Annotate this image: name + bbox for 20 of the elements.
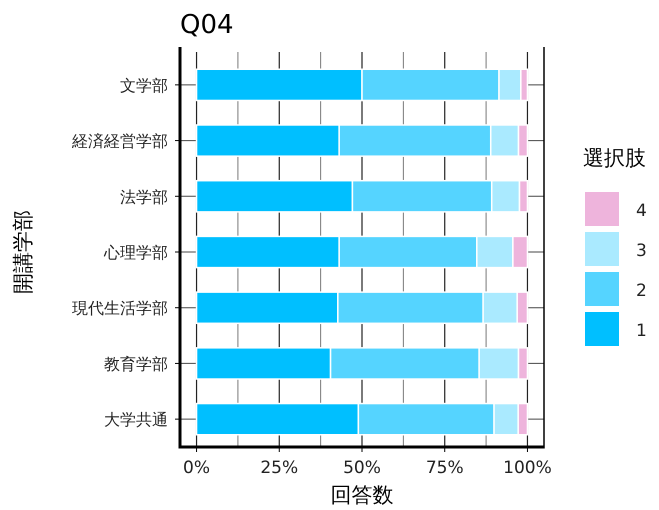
x-tick-label: 0% [183,458,210,478]
x-tick-label: 50% [343,458,381,478]
y-tick-label: 教育学部 [104,354,168,374]
legend-label: 3 [636,241,647,261]
legend-label: 4 [636,201,647,221]
x-tick-label: 75% [426,458,464,478]
chart-title: Q04 [180,10,234,40]
y-tick-label: 心理学部 [103,243,168,262]
legend-title: 選択肢 [583,146,646,170]
legend-label: 1 [636,321,647,341]
legend-label: 2 [636,281,647,301]
y-tick-label: 大学共通 [104,410,168,430]
x-tick-label: 100% [503,458,552,478]
y-tick-label: 経済経営学部 [71,132,168,151]
y-tick-label: 法学部 [120,187,168,206]
x-tick-label: 25% [260,458,298,478]
y-axis-title: 開講学部 [11,210,35,294]
y-tick-label: 文学部 [120,76,168,95]
y-tick-label: 現代生活学部 [72,298,168,318]
x-axis-title: 回答数 [330,483,394,507]
